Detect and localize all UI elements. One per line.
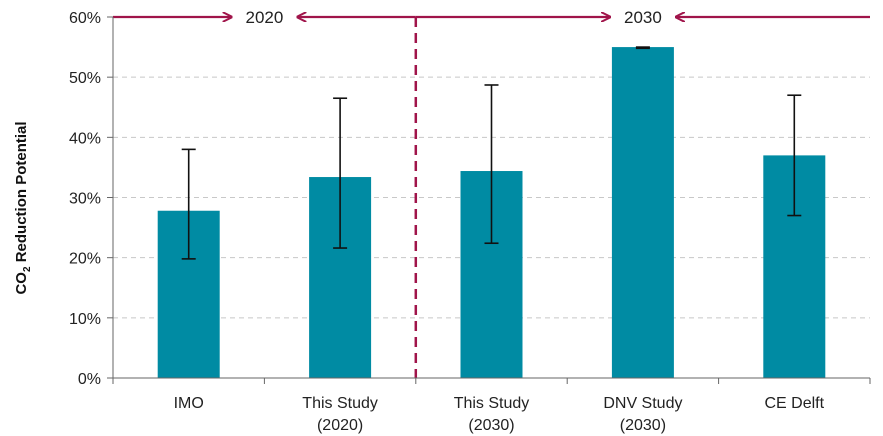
x-category-label-line: This Study [302, 395, 378, 412]
bar [611, 47, 674, 378]
y-tick-label: 60% [69, 10, 101, 27]
y-tick-labels: 0% 10% 20% 30% 40% 50% 60% [69, 10, 101, 388]
error-bar [333, 97, 348, 249]
x-category-labels: IMO This Study (2020)This Study (2030)DNV S… [174, 395, 825, 434]
y-axis-label: CO2 Reduction Potential [13, 121, 33, 294]
x-category-label-line: DNV Study [603, 395, 682, 412]
y-tick-label: 50% [69, 70, 101, 87]
x-category-label-line: (2030) [620, 417, 666, 434]
x-category-label-line: (2020) [317, 417, 363, 434]
y-tick-label: 20% [69, 251, 101, 268]
x-category-label: CE Delft [765, 395, 825, 412]
x-category-label: IMO [174, 395, 204, 412]
error-bars [181, 46, 802, 260]
period-annotations: 2020 2030 [113, 8, 870, 27]
y-tick-label: 0% [78, 371, 101, 388]
period-annotation: 2020 [113, 8, 416, 27]
x-category-label-line: IMO [174, 395, 204, 412]
error-bar [484, 84, 499, 245]
x-category-label-line: CE Delft [765, 395, 825, 412]
y-tick-label: 30% [69, 191, 101, 208]
x-category-label: DNV Study (2030) [603, 395, 682, 434]
x-category-label: This Study (2020) [302, 395, 378, 434]
period-annotation: 2030 [415, 8, 870, 27]
x-category-label-line: This Study [454, 395, 530, 412]
period-label: 2030 [624, 8, 662, 27]
period-label: 2020 [245, 8, 283, 27]
y-tick-label: 40% [69, 130, 101, 147]
y-tick-label: 10% [69, 311, 101, 328]
x-category-label: This Study (2030) [454, 395, 530, 434]
x-category-label-line: (2030) [468, 417, 514, 434]
error-bar [635, 46, 650, 50]
axes [107, 16, 871, 384]
error-bar [181, 148, 196, 260]
error-bar [787, 94, 802, 217]
